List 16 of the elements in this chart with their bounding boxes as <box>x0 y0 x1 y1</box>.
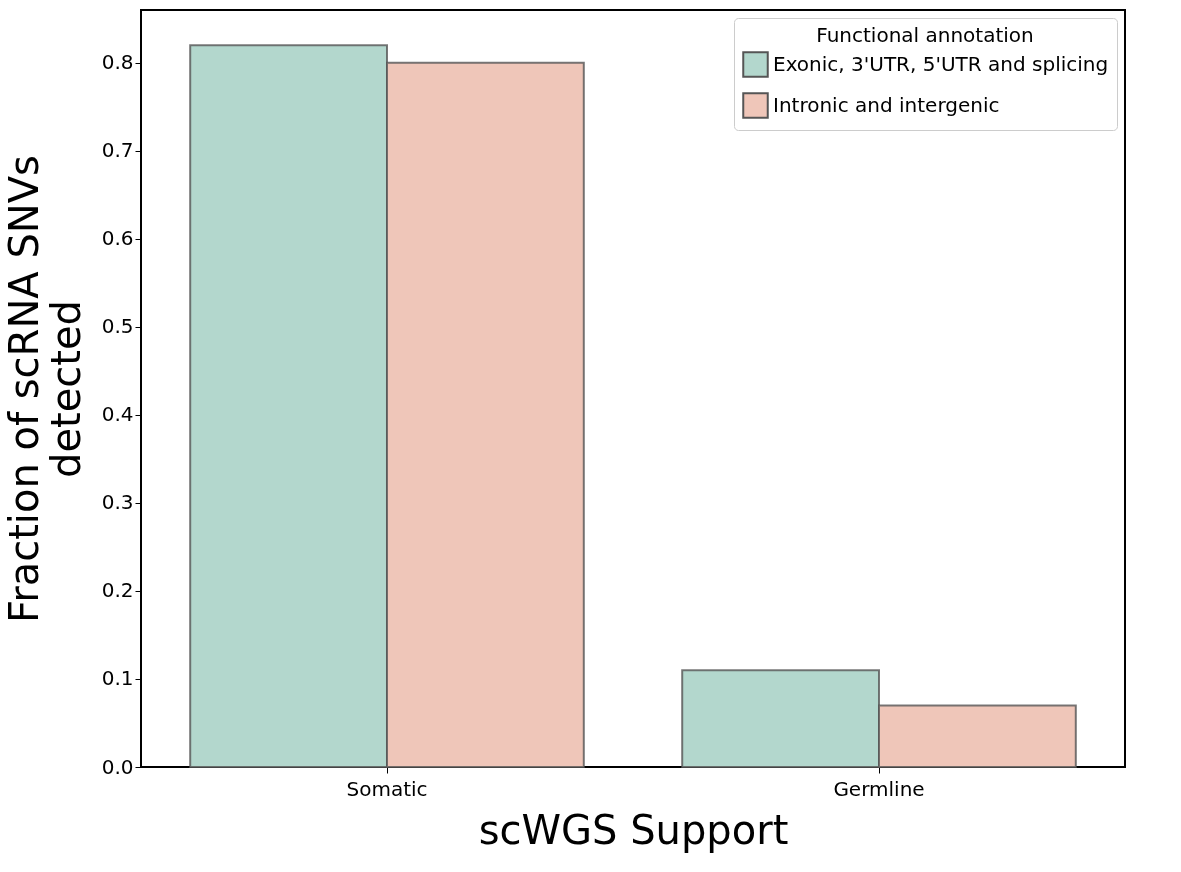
y-tick-label: 0.2 <box>101 578 134 603</box>
y-axis-title: Fraction of scRNA SNVs detected <box>0 155 89 623</box>
y-tick-label: 0.8 <box>101 50 134 75</box>
y-tick-label: 0.5 <box>101 314 134 339</box>
y-tick-label: 0.1 <box>101 666 134 691</box>
y-tick-label: 0.4 <box>101 402 134 427</box>
legend-label: Exonic, 3'UTR, 5'UTR and splicing <box>773 51 1109 76</box>
y-tick-label: 0.3 <box>101 490 134 515</box>
legend-label: Intronic and intergenic <box>773 92 1000 117</box>
y-tick-label: 0.0 <box>101 754 134 779</box>
y-tick-label: 0.6 <box>101 226 134 251</box>
legend-title: Functional annotation <box>816 23 1034 47</box>
x-axis-title: scWGS Support <box>478 806 789 853</box>
y-tick-label: 0.7 <box>101 138 134 163</box>
x-tick-label: Germline <box>833 776 925 801</box>
x-tick-label: Somatic <box>346 776 428 801</box>
